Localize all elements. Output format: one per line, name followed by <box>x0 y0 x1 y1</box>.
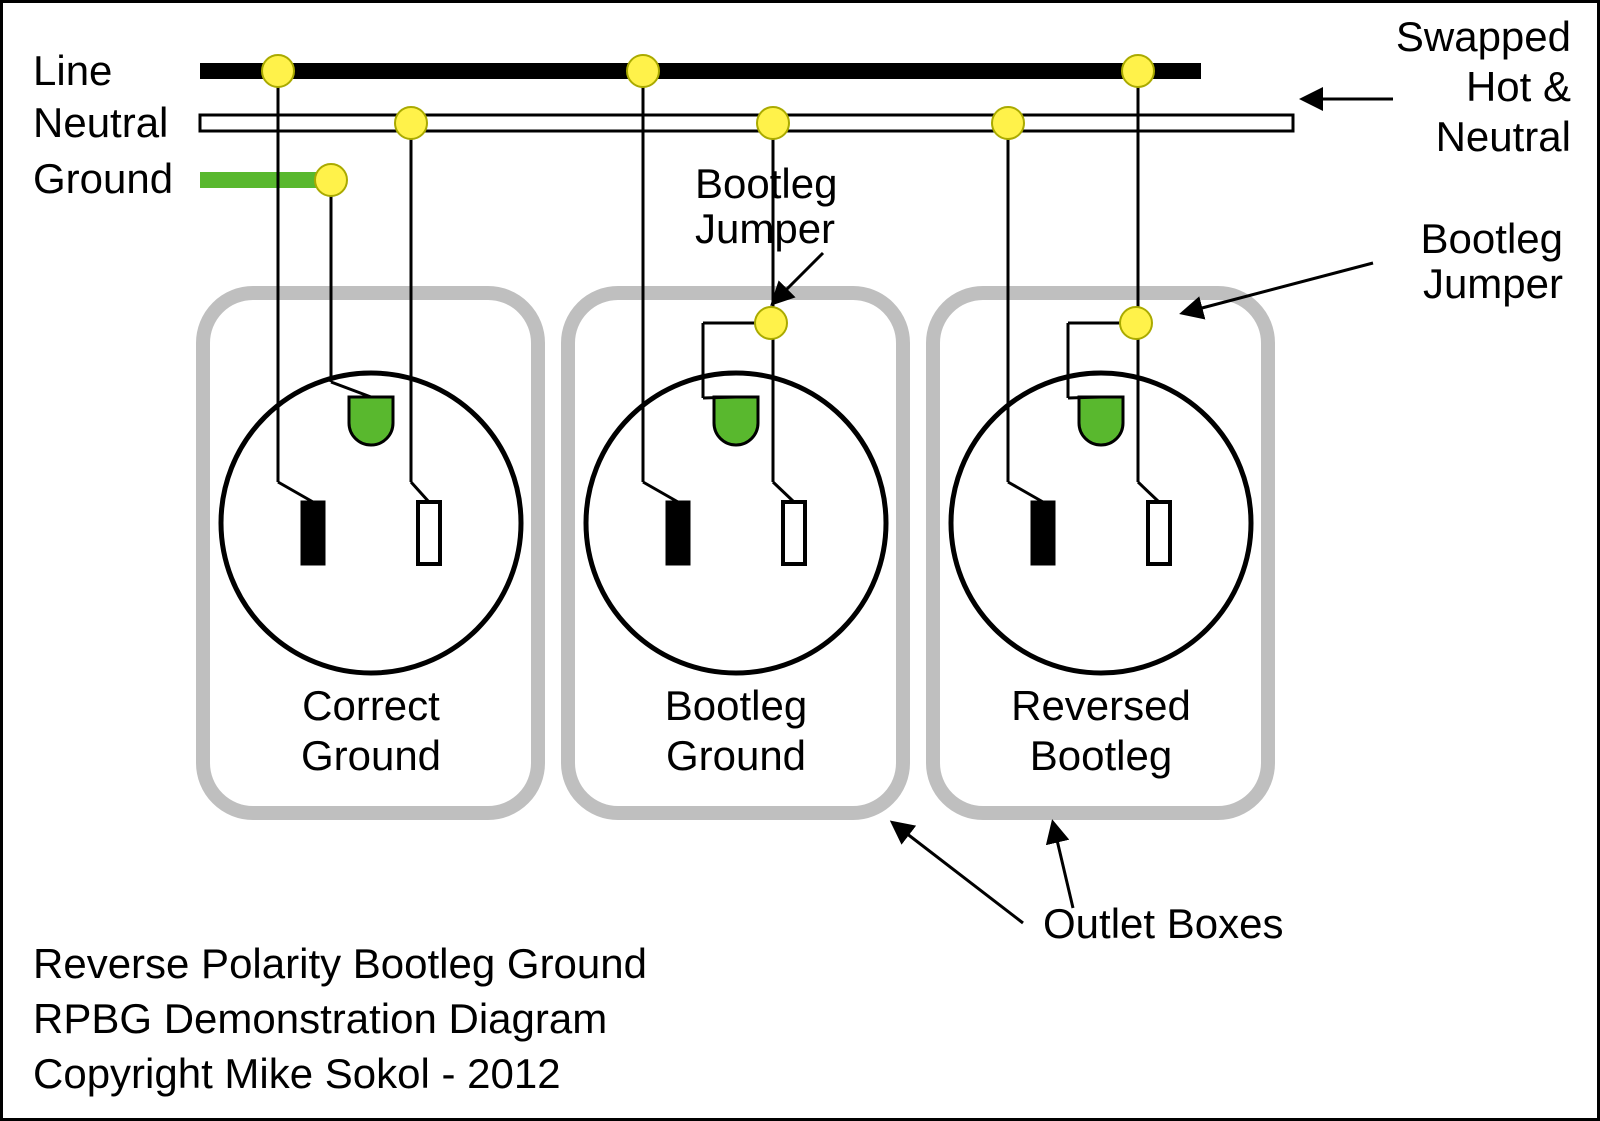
label-bootleg-mid: Bootleg <box>695 160 837 207</box>
neutral-slot <box>418 502 440 564</box>
node-jumper <box>1120 307 1152 339</box>
ground-slot <box>714 397 758 445</box>
wire-neutral <box>773 482 794 502</box>
footer-line: Copyright Mike Sokol - 2012 <box>33 1050 561 1097</box>
wire-swapped <box>1008 482 1043 502</box>
footer-line: Reverse Polarity Bootleg Ground <box>33 940 647 987</box>
wire-jumper <box>703 397 736 398</box>
wire-hot <box>643 482 678 502</box>
neutral-slot <box>783 502 805 564</box>
label-bootleg-right: Bootleg <box>1421 215 1563 262</box>
wire-swapped <box>1138 482 1159 502</box>
node-swapped-hot <box>1122 55 1154 87</box>
label-bootleg-right: Jumper <box>1423 260 1563 307</box>
label-outlet-boxes: Outlet Boxes <box>1043 900 1283 947</box>
arrow-outlet-boxes <box>1053 823 1073 908</box>
hot-slot <box>1032 502 1054 564</box>
outlet-caption: Bootleg <box>1030 732 1172 779</box>
bus-line-neutral <box>200 115 1293 131</box>
bus-line-hot <box>200 63 1201 79</box>
arrow-outlet-boxes <box>893 823 1023 923</box>
diagram-svg: LineNeutralGroundCorrectGroundBootlegGro… <box>3 3 1600 1121</box>
bus-line-ground <box>200 172 328 188</box>
outlet-caption: Reversed <box>1011 682 1191 729</box>
outlet-caption: Correct <box>302 682 440 729</box>
ground-slot <box>349 397 393 445</box>
hot-slot <box>302 502 324 564</box>
neutral-slot <box>1148 502 1170 564</box>
label-swapped: Hot & <box>1466 63 1571 110</box>
wire-jumper <box>1068 397 1101 398</box>
label-ground: Ground <box>33 155 173 202</box>
node-hot <box>262 55 294 87</box>
outlet-caption: Ground <box>301 732 441 779</box>
label-bootleg-mid: Jumper <box>695 205 835 252</box>
node-swapped-neutral <box>992 107 1024 139</box>
label-swapped: Swapped <box>1396 13 1571 60</box>
node-neutral <box>395 107 427 139</box>
label-line: Line <box>33 47 112 94</box>
footer-line: RPBG Demonstration Diagram <box>33 995 607 1042</box>
wire-hot <box>278 482 313 502</box>
label-swapped: Neutral <box>1436 113 1571 160</box>
label-neutral: Neutral <box>33 99 168 146</box>
node-ground <box>315 164 347 196</box>
wire-ground <box>331 382 371 397</box>
node-neutral <box>757 107 789 139</box>
node-jumper <box>755 307 787 339</box>
outlet-caption: Bootleg <box>665 682 807 729</box>
diagram-frame: LineNeutralGroundCorrectGroundBootlegGro… <box>0 0 1600 1121</box>
ground-slot <box>1079 397 1123 445</box>
outlet-caption: Ground <box>666 732 806 779</box>
wire-neutral <box>411 482 429 502</box>
hot-slot <box>667 502 689 564</box>
node-hot <box>627 55 659 87</box>
